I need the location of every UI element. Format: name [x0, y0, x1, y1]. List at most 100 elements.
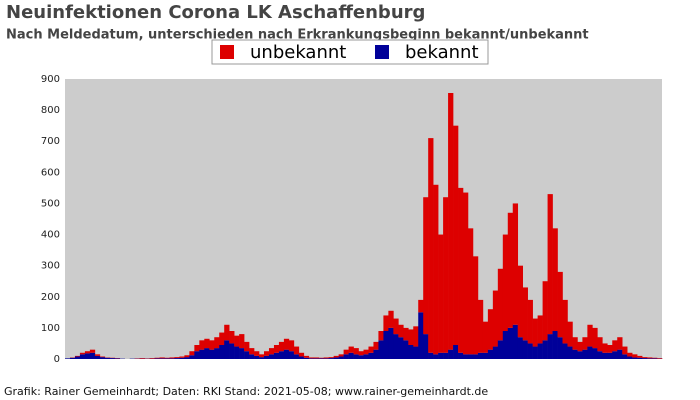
bar-segment	[199, 340, 205, 350]
bar-segment	[303, 355, 310, 358]
bar-segment	[398, 324, 404, 338]
bar-segment	[517, 337, 523, 359]
bar-segment	[592, 327, 598, 349]
bar-segment	[209, 349, 215, 359]
bar-segment	[259, 357, 265, 359]
bar-segment	[383, 331, 389, 359]
bar-segment	[602, 343, 608, 353]
bar-segment	[453, 345, 459, 359]
bar-segment	[522, 340, 528, 359]
bar-segment	[239, 348, 245, 359]
bar-segment	[94, 354, 101, 356]
bar-segment	[199, 349, 205, 359]
bar-segment	[194, 345, 200, 352]
bar-segment	[438, 352, 444, 359]
bar-segment	[428, 138, 434, 353]
bar-segment	[249, 354, 255, 359]
bar-segment	[607, 352, 613, 359]
bar-segment	[527, 299, 533, 344]
bar-segment	[522, 287, 528, 341]
bar-segment	[637, 355, 643, 358]
y-tick-label: 100	[41, 323, 60, 334]
bar-segment	[194, 351, 200, 359]
bar-segment	[637, 357, 643, 359]
bar-segment	[393, 334, 399, 359]
bar-segment	[273, 345, 280, 353]
bar-segment	[492, 346, 499, 359]
legend-box	[211, 39, 489, 65]
bar-segment	[388, 327, 394, 359]
bar-segment	[532, 318, 538, 347]
bar-segment	[552, 228, 558, 331]
bar-segment	[338, 354, 344, 357]
bar-segment	[229, 343, 235, 359]
bar-segment	[219, 332, 225, 345]
bar-segment	[403, 340, 409, 359]
y-tick-label: 800	[41, 105, 60, 116]
bar-segment	[408, 345, 414, 359]
bar-segment	[477, 299, 484, 353]
bar-segment	[542, 340, 548, 359]
bar-segment	[323, 357, 329, 359]
bar-segment	[463, 354, 469, 359]
bar-segment	[433, 354, 439, 359]
bar-segment	[308, 358, 315, 359]
bar-segment	[273, 352, 280, 359]
bar-segment	[562, 343, 568, 359]
y-tick-label: 500	[41, 198, 60, 209]
bar-segment	[358, 355, 364, 359]
bar-segment	[159, 358, 165, 359]
bar-segment	[169, 358, 175, 359]
bar-segment	[288, 351, 295, 359]
bar-segment	[652, 357, 658, 359]
bar-segment	[328, 357, 334, 359]
bar-segment	[423, 197, 429, 335]
bar-segment	[249, 348, 255, 355]
bar-segment	[393, 318, 399, 335]
bar-segment	[428, 352, 434, 359]
bar-segment	[408, 329, 414, 345]
bar-segment	[502, 331, 509, 359]
bar-segment	[517, 265, 523, 338]
bar-segment	[179, 356, 185, 358]
bar-segment	[338, 356, 344, 359]
bar-segment	[244, 351, 250, 359]
chart-subtitle: Nach Meldedatum, unterschieden nach Erkr…	[6, 28, 589, 43]
bar-segment	[79, 354, 86, 359]
bar-segment	[214, 337, 220, 349]
bar-segment	[463, 192, 469, 355]
bar-segment	[632, 357, 638, 359]
y-tick-label: 0	[54, 354, 60, 365]
plot-area	[65, 79, 662, 359]
bar-segment	[537, 315, 543, 344]
bar-segment	[467, 354, 474, 359]
bar-segment	[139, 358, 145, 359]
bar-segment	[89, 349, 96, 353]
bar-segment	[398, 337, 404, 359]
bar-segment	[328, 358, 334, 359]
bar-segment	[278, 341, 285, 352]
bar-segment	[532, 346, 538, 359]
bar-segment	[448, 349, 454, 359]
bar-segment	[577, 341, 583, 352]
bar-segment	[642, 358, 648, 359]
bar-segment	[467, 228, 474, 355]
bar-segment	[368, 346, 374, 353]
bar-segment	[587, 324, 593, 347]
bar-segment	[189, 355, 195, 359]
bar-segment	[482, 352, 489, 359]
bar-segment	[497, 340, 504, 359]
bar-segment	[343, 354, 349, 359]
bar-segment	[547, 194, 553, 335]
bar-segment	[244, 341, 250, 352]
bar-segment	[174, 357, 180, 359]
bar-segment	[552, 331, 558, 359]
bar-segment	[69, 357, 76, 359]
bar-segment	[254, 351, 260, 356]
bar-segment	[358, 351, 364, 356]
bar-segment	[264, 351, 270, 356]
bar-segment	[647, 357, 653, 359]
bar-segment	[84, 351, 91, 354]
bar-segment	[597, 351, 603, 359]
bar-segment	[627, 356, 633, 359]
